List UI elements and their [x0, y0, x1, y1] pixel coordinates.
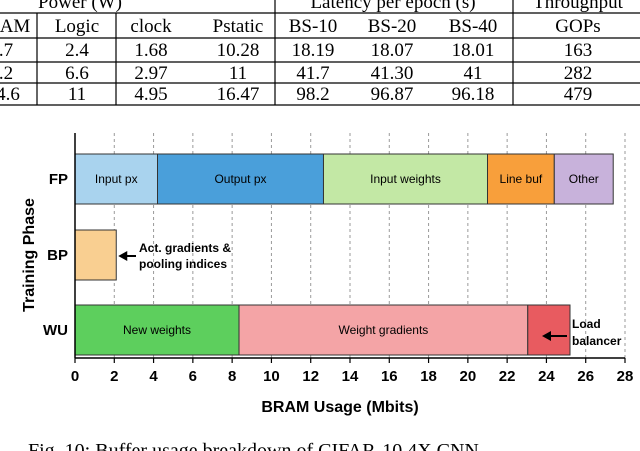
segment-label: New weights	[123, 323, 191, 337]
table-cell: .7	[0, 40, 13, 61]
table-cell: 6.6	[65, 63, 89, 84]
table-cell: 41.7	[296, 63, 329, 84]
col-header-bs40: BS-40	[449, 16, 498, 37]
table-cell: 98.2	[296, 84, 329, 105]
x-tick-label: 18	[420, 368, 437, 385]
segment-label: Other	[569, 172, 599, 186]
segment-label: Weight gradients	[338, 323, 428, 337]
caption-text: Fig. 10: Buffer usage breakdown of CIFAR…	[28, 440, 479, 451]
table-cell: 96.87	[371, 84, 414, 105]
group-header-power: Power (W)	[38, 0, 122, 13]
x-tick-label: 0	[71, 368, 79, 385]
col-header-bs20: BS-20	[368, 16, 417, 37]
x-tick-label: 20	[460, 368, 477, 385]
x-axis-label: BRAM Usage (Mbits)	[261, 399, 418, 416]
table-cell: 11	[229, 63, 247, 84]
segment-label: Output px	[214, 172, 266, 186]
bar-segment	[157, 153, 324, 205]
results-table: Power (W) Latency per epoch (s) Throughp…	[0, 0, 640, 106]
table-cell: 18.19	[292, 40, 335, 61]
table-cell: 41	[464, 63, 483, 84]
y-axis-label: Training Phase	[21, 198, 38, 312]
col-header-logic: Logic	[55, 16, 99, 37]
table-cell: 163	[564, 40, 593, 61]
bar-segment	[553, 153, 614, 205]
x-tick-label: 22	[499, 368, 516, 385]
x-tick-label: 6	[189, 368, 197, 385]
table-cell: 2.97	[134, 63, 167, 84]
x-tick-label: 8	[228, 368, 236, 385]
annotation-text: Load	[572, 317, 601, 331]
arrow-head	[118, 251, 128, 261]
table-cell: 10.28	[217, 40, 260, 61]
col-header-pstatic: Pstatic	[213, 16, 264, 37]
col-header-clock: clock	[130, 16, 172, 37]
table-cell: 96.18	[452, 84, 495, 105]
table-cell: 282	[564, 63, 593, 84]
arrow-head	[542, 331, 551, 341]
bram-usage-chart: Input px Output px Input weights Line buf Ot…	[21, 133, 634, 416]
annotation-text: balancer	[572, 334, 622, 348]
table-cell: 16.47	[217, 84, 260, 105]
table-cell: 1.68	[134, 40, 167, 61]
table-cell: .2	[0, 63, 13, 84]
table-cell: 479	[564, 84, 593, 105]
table-cell: 4.95	[134, 84, 167, 105]
group-header-throughput: Throughput	[533, 0, 623, 13]
x-tick-label: 2	[110, 368, 118, 385]
annotation-text: Act. gradients &	[139, 241, 231, 255]
x-tick-label: 24	[538, 368, 555, 385]
table-cell: 18.01	[452, 40, 495, 61]
x-tick-label: 28	[617, 368, 634, 385]
bar-segment	[74, 229, 117, 281]
category-label: FP	[49, 171, 68, 188]
category-label: BP	[47, 247, 68, 264]
col-header-bs10: BS-10	[289, 16, 338, 37]
figure-caption: Fig. 10: Buffer usage breakdown of CIFAR…	[0, 428, 640, 451]
col-header-gops: GOPs	[555, 16, 600, 37]
annotation-text: pooling indices	[139, 257, 227, 271]
x-tick-label: 26	[577, 368, 594, 385]
segment-label: Line buf	[500, 172, 543, 186]
table-cell: 11	[68, 84, 86, 105]
table-cell: 4.6	[0, 84, 20, 105]
table-cell: 18.07	[371, 40, 414, 61]
group-header-latency: Latency per epoch (s)	[310, 0, 475, 13]
table-cell: 2.4	[65, 40, 89, 61]
x-tick-label: 4	[149, 368, 158, 385]
col-header-bram: AM	[0, 16, 30, 37]
segment-label: Input weights	[370, 172, 441, 186]
bar-segment	[74, 304, 240, 356]
bar-segment	[527, 304, 571, 356]
x-tick-label: 12	[302, 368, 319, 385]
segment-label: Input px	[95, 172, 138, 186]
table-cell: 41.30	[371, 63, 414, 84]
category-label: WU	[43, 322, 68, 339]
x-tick-label: 10	[263, 368, 280, 385]
x-tick-label: 14	[342, 368, 359, 385]
x-tick-label: 16	[381, 368, 398, 385]
bar-segment	[238, 304, 529, 356]
